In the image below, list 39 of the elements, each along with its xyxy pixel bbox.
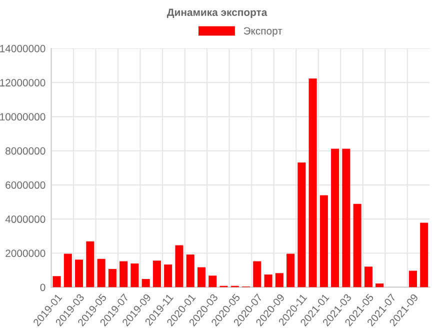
y-tick-label: 14000000	[0, 44, 46, 52]
bar	[208, 276, 217, 288]
bar	[142, 279, 150, 288]
bar	[120, 261, 128, 288]
bar	[164, 264, 172, 288]
bar	[175, 245, 184, 288]
bar	[353, 204, 362, 288]
bar	[286, 254, 295, 288]
y-tick-label: 4000000	[5, 216, 46, 223]
y-tick-label: 0	[40, 284, 46, 292]
bar	[342, 148, 350, 288]
bar	[75, 260, 84, 288]
chart-title: Динамика экспорта	[166, 8, 268, 18]
bar	[420, 222, 428, 288]
bar	[308, 78, 317, 288]
y-tick-label: 8000000	[6, 147, 46, 155]
y-tick-label: 10000000	[0, 113, 46, 121]
bar	[320, 195, 328, 288]
bar	[64, 254, 72, 288]
bar	[364, 266, 372, 288]
legend-label: Экспорт	[244, 27, 282, 37]
y-tick-label: 2000000	[6, 250, 46, 257]
bar	[97, 258, 106, 288]
bar	[52, 276, 61, 288]
bar	[152, 260, 161, 288]
bar	[408, 270, 417, 288]
bar	[376, 283, 384, 288]
y-tick-label: 6000000	[6, 181, 46, 189]
bar	[130, 264, 139, 288]
bar	[186, 254, 194, 288]
bar	[197, 267, 206, 288]
bar	[86, 241, 94, 288]
bar	[253, 261, 262, 288]
bar	[331, 148, 340, 288]
bar	[264, 274, 272, 288]
y-tick-label: 12000000	[0, 79, 46, 86]
bar	[298, 162, 306, 288]
bar	[275, 273, 284, 288]
bar	[108, 268, 116, 288]
